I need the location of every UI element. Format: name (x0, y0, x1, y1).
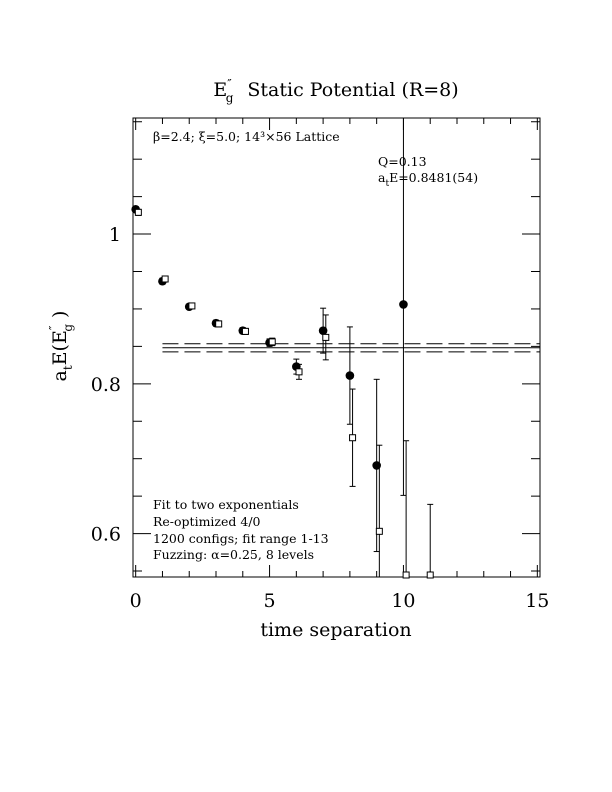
x-tick-labels: 0 5 10 15 (130, 590, 550, 612)
data-point-open (295, 368, 303, 376)
x-tick-label: 10 (391, 590, 415, 612)
data-point-open (322, 333, 330, 341)
data-point-open (268, 338, 276, 346)
q-annotation: Q=0.13 (378, 154, 427, 169)
data-point-filled (345, 371, 355, 380)
lattice-annotation: β=2.4; ξ=5.0; 14³×56 Lattice (153, 129, 340, 144)
y-tick-label: 0.8 (91, 374, 121, 396)
y-axis-title: atE(E″g ) (47, 311, 75, 382)
data-point-open (402, 571, 410, 579)
data-point-open (426, 571, 434, 579)
fit-note-2: Re-optimized 4/0 (153, 514, 261, 529)
chart-title: E″ g Static Potential (R=8) (213, 77, 458, 105)
x-axis-title: time separation (260, 619, 411, 641)
minor-ticks (133, 118, 540, 577)
data-point-filled (372, 461, 381, 470)
fit-note-1: Fit to two exponentials (153, 497, 299, 512)
fit-note-3: 1200 configs; fit range 1-13 (153, 531, 329, 546)
x-tick-label: 0 (130, 590, 142, 612)
data-point-open (375, 527, 383, 535)
fit-band (162, 343, 540, 353)
data-point-open (241, 327, 249, 335)
data-point-open (188, 302, 196, 310)
energy-annotation: atE=0.8481(54) (378, 170, 478, 189)
data-point-filled (318, 326, 328, 335)
y-tick-label: 0.6 (91, 524, 121, 546)
fit-note-4: Fuzzing: α=0.25, 8 levels (153, 547, 314, 562)
data-point-filled (399, 300, 408, 309)
data-point-open (134, 208, 142, 216)
data-point-open (161, 275, 169, 283)
y-tick-labels: 0.6 0.8 1 (91, 224, 121, 546)
x-tick-label: 15 (525, 590, 549, 612)
data-points (131, 118, 434, 579)
y-tick-label: 1 (109, 224, 121, 246)
x-tick-label: 5 (264, 590, 276, 612)
data-point-open (215, 320, 223, 328)
data-point-open (349, 434, 357, 442)
